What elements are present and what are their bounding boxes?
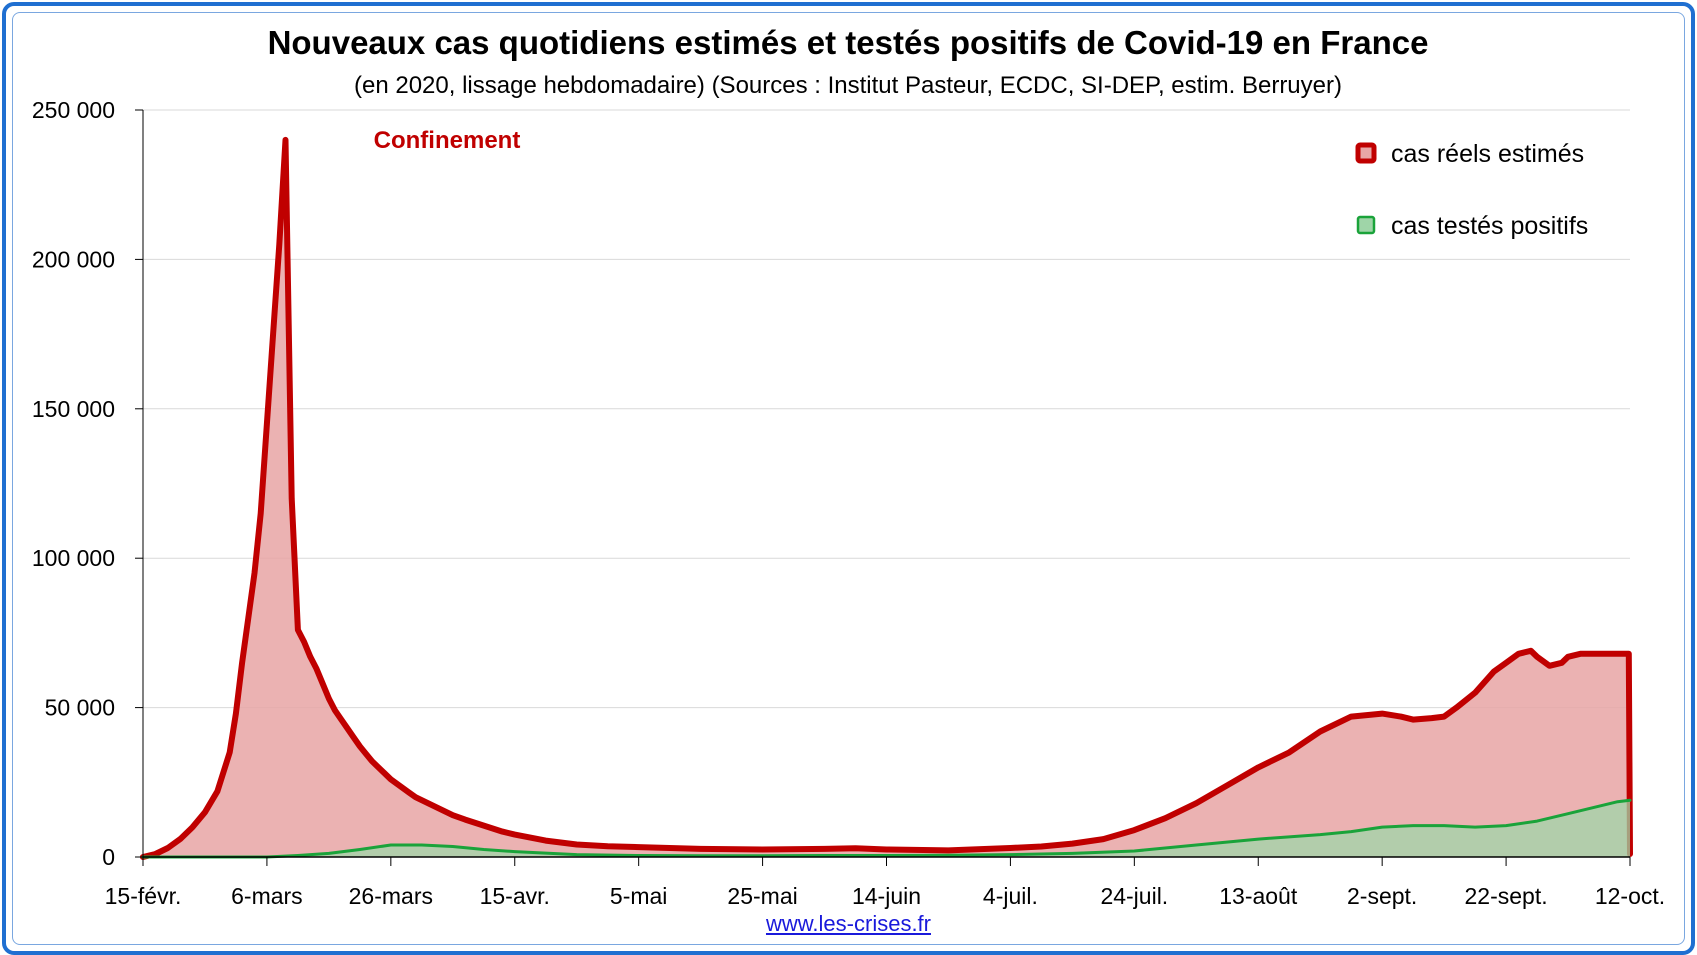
series-areas [140,136,1633,860]
x-tick-label: 26-mars [349,883,433,909]
x-tick-label: 12-oct. [1595,883,1665,909]
x-tick-label: 15-avr. [480,883,550,909]
y-tick-labels: 0 50 000 100 000 150 000 200 000 250 000 [32,97,115,870]
axes [135,109,1631,866]
series-area-estimated [143,139,1630,857]
gridlines [143,109,1630,709]
x-tick-label: 22-sept. [1465,883,1548,909]
x-tick-label: 4-juil. [983,883,1038,909]
legend: cas réels estimés cas testés positifs [1355,140,1588,240]
x-tick-label: 5-mai [610,883,668,909]
series-line-tested [141,798,1632,859]
legend-item-estimated: cas réels estimés [1355,140,1584,168]
y-tick-label: 200 000 [32,246,115,272]
legend-label-estimated: cas réels estimés [1391,140,1584,168]
chart-frame-inner [12,12,1685,945]
x-tick-label: 2-sept. [1347,883,1417,909]
x-tick-label: 6-mars [231,883,303,909]
x-tick-label: 13-août [1219,883,1298,909]
series-area-tested [143,800,1630,857]
y-tick-label: 50 000 [45,695,115,721]
y-tick-label: 0 [102,844,115,870]
y-tick-label: 250 000 [32,97,115,123]
annotation-confinement: Confinement [374,127,521,154]
chart-title: Nouveaux cas quotidiens estimés et testé… [268,24,1429,61]
x-tick-label: 24-juil. [1100,883,1168,909]
x-tick-label: 25-mai [727,883,797,909]
legend-swatch-tested [1356,215,1376,235]
legend-label-tested: cas testés positifs [1391,212,1588,240]
y-tick-label: 100 000 [32,545,115,571]
x-tick-label: 14-juin [852,883,921,909]
x-tick-labels: 15-févr. 6-mars 26-mars 15-avr. 5-mai 25-mai 1… [105,883,1666,909]
source-link[interactable]: www.les-crises.fr [765,911,931,936]
legend-swatch-estimated [1355,142,1377,164]
chart-subtitle: (en 2020, lissage hebdomadaire) (Sources… [354,72,1342,99]
x-tick-label: 15-févr. [105,883,182,909]
legend-item-tested: cas testés positifs [1356,212,1588,240]
y-tick-label: 150 000 [32,396,115,422]
series-line-estimated [140,136,1633,860]
